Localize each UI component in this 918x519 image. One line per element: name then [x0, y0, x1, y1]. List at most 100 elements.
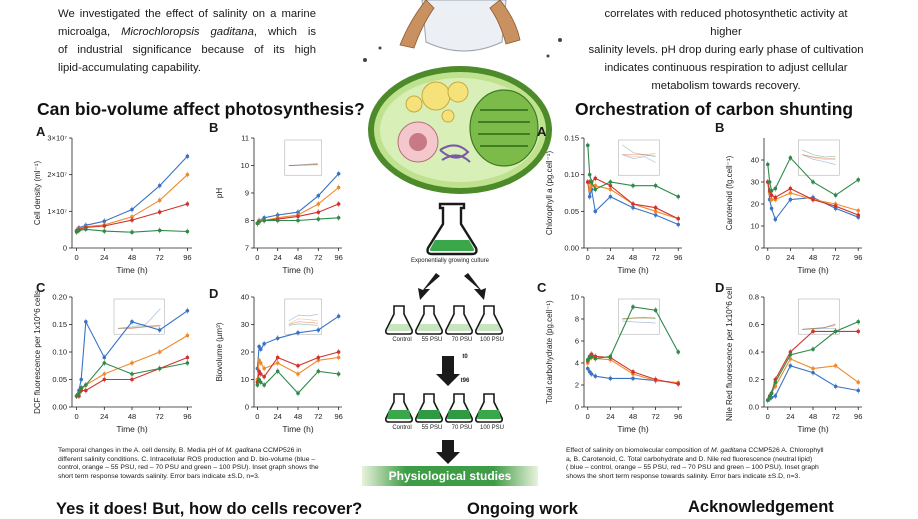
- data-point: [130, 361, 134, 365]
- x-tick-label: 24: [100, 412, 108, 421]
- data-point: [336, 171, 341, 176]
- data-point: [631, 370, 635, 374]
- data-point: [77, 228, 81, 233]
- inset-frame: [618, 139, 660, 176]
- y-tick-label: 10: [571, 293, 579, 302]
- data-point: [773, 380, 778, 385]
- x-tick-label: 0: [766, 412, 770, 421]
- inset-frame: [284, 139, 323, 176]
- flask-label: 70 PSU: [451, 337, 473, 343]
- x-axis-label: Time (h): [282, 265, 313, 275]
- y-tick-label: 0.00: [564, 244, 579, 253]
- panel-letter: B: [715, 120, 725, 135]
- data-point: [769, 189, 774, 193]
- data-point: [262, 374, 266, 379]
- data-point: [593, 356, 598, 361]
- data-point: [769, 206, 774, 211]
- x-axis-label: Time (h): [116, 424, 147, 434]
- data-point: [587, 187, 592, 192]
- data-point: [79, 385, 84, 390]
- y-tick-label: 10: [241, 161, 249, 170]
- data-point: [257, 377, 261, 382]
- data-point: [587, 194, 592, 199]
- y-tick-label: 30: [751, 178, 759, 187]
- data-point: [79, 377, 84, 382]
- y-tick-label: 0: [63, 244, 67, 253]
- y-tick-label: 0.4: [749, 348, 759, 357]
- x-tick-label: 72: [651, 253, 659, 262]
- caption-right: Effect of salinity on biomolecular compo…: [566, 447, 824, 480]
- inset-series-line: [802, 149, 836, 158]
- culture-label: Exponentially growing culture: [410, 258, 490, 264]
- y-tick-label: 0: [755, 244, 759, 253]
- data-point: [258, 380, 263, 385]
- data-point: [811, 370, 815, 375]
- inset-series-line: [802, 154, 836, 165]
- data-point: [788, 357, 793, 361]
- data-point: [593, 176, 598, 181]
- y-tick-label: 0.00: [52, 403, 67, 412]
- data-point: [631, 305, 635, 309]
- data-point: [185, 333, 190, 338]
- data-point: [336, 314, 341, 319]
- x-tick-label: 0: [766, 253, 770, 262]
- data-point: [185, 361, 190, 365]
- chlorophyll-chart: 0.00 0.05 0.10 0.15 0 24 48 72 96 Time (h) Chlorop…: [545, 134, 682, 276]
- data-point: [631, 376, 635, 381]
- data-point: [130, 230, 134, 235]
- data-point: [84, 388, 88, 393]
- y-tick-label: 0.2: [749, 375, 759, 384]
- data-point: [833, 193, 838, 197]
- x-tick-label: 24: [606, 253, 614, 262]
- x-axis-label: Time (h): [116, 265, 147, 275]
- y-axis-label: DCF fluorescence per 1x10^6 cells: [33, 290, 42, 414]
- x-tick-label: 24: [274, 253, 282, 262]
- x-tick-label: 48: [809, 412, 817, 421]
- data-point: [608, 376, 613, 381]
- x-tick-label: 96: [334, 412, 342, 421]
- x-tick-label: 96: [183, 412, 191, 421]
- data-point: [316, 369, 321, 374]
- data-point: [811, 180, 815, 184]
- down-arrow-icon: [436, 440, 460, 464]
- data-point: [257, 220, 261, 224]
- x-tick-label: 72: [314, 412, 322, 421]
- x-tick-label: 0: [75, 412, 79, 421]
- data-point: [769, 197, 774, 202]
- physiological-studies-banner: Physiological studies: [362, 466, 538, 486]
- data-point: [653, 213, 658, 217]
- y-tick-label: 10: [751, 222, 759, 231]
- data-point: [593, 187, 598, 192]
- inset-frame: [284, 298, 323, 335]
- panel-letter: D: [715, 280, 725, 295]
- flask-label: 55 PSU: [421, 337, 443, 343]
- inset-frame: [798, 139, 840, 176]
- carotenoid-chart: 0 10 20 30 40 0 24 48 72 96 Time (h) Carotenoid (fg…: [725, 138, 862, 275]
- inset-frame: [618, 298, 660, 335]
- y-tick-label: 3×10⁷: [47, 134, 67, 143]
- data-point: [296, 391, 300, 396]
- data-point: [585, 366, 590, 371]
- data-point: [102, 229, 107, 233]
- data-point: [336, 372, 341, 376]
- data-point: [257, 344, 261, 349]
- y-axis-label: Nile Red fluorescence per 1x10^6 cells: [725, 287, 734, 421]
- x-tick-label: 0: [255, 412, 259, 421]
- x-tick-label: 24: [786, 412, 794, 421]
- inset-series-line: [802, 327, 836, 330]
- x-tick-label: 24: [274, 412, 282, 421]
- y-axis-label: Cell density (ml⁻¹): [33, 161, 42, 226]
- data-point: [653, 377, 658, 382]
- nile-red-chart: 0.0 0.2 0.4 0.6 0.8 0 24 48 72 96 Time (h) Nile Red…: [725, 287, 862, 434]
- data-point: [676, 216, 681, 221]
- data-point: [769, 391, 774, 396]
- y-tick-label: 0.10: [564, 170, 579, 179]
- data-point: [765, 162, 770, 167]
- inset-series-line: [118, 326, 161, 329]
- data-point: [185, 229, 190, 234]
- y-tick-label: 11: [241, 134, 249, 143]
- inset-series-line: [288, 318, 318, 325]
- y-tick-label: 6: [575, 337, 579, 346]
- y-axis-label: Carotenoid (fg.cell⁻¹): [725, 155, 734, 230]
- data-point: [676, 222, 681, 227]
